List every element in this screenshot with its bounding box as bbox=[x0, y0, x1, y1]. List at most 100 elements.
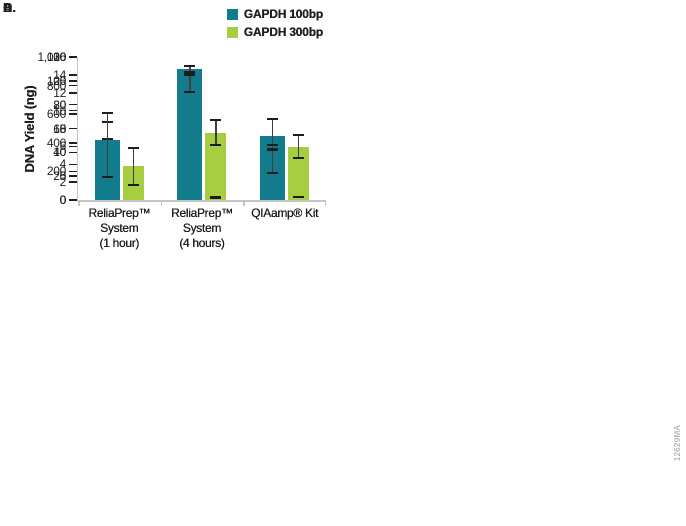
y-tick-mark bbox=[69, 163, 77, 165]
panel-label: C. bbox=[3, 0, 16, 15]
legend: GAPDH 100bp GAPDH 300bp bbox=[226, 7, 323, 39]
x-category-label-line: System bbox=[100, 221, 139, 235]
error-bar-cap-bottom bbox=[210, 144, 222, 147]
y-tick-label: 25 bbox=[53, 73, 66, 88]
panel-label: A. bbox=[3, 0, 16, 15]
legend-label: GAPDH 300bp bbox=[243, 25, 323, 39]
error-bar-line bbox=[297, 134, 300, 159]
error-bar-line bbox=[271, 144, 274, 150]
x-category-label-line: (4 hours) bbox=[179, 236, 225, 250]
y-tick-mark bbox=[69, 109, 77, 112]
error-bar-line bbox=[106, 111, 109, 178]
x-category-label: ReliaPrep™ System (1 hour) bbox=[78, 206, 161, 251]
y-tick-mark bbox=[69, 170, 77, 173]
x-category-label-line: QIAamp® Kit bbox=[251, 206, 319, 220]
legend-entry: GAPDH 300bp bbox=[226, 25, 323, 39]
y-tick-mark bbox=[69, 145, 77, 148]
bar-gapdh-300bp bbox=[288, 134, 310, 200]
y-tick-label: 60 bbox=[53, 121, 66, 136]
bar-group bbox=[78, 57, 161, 200]
error-bar bbox=[210, 195, 222, 200]
error-bar-cap-top bbox=[210, 118, 222, 121]
y-tick-label: 100 bbox=[46, 73, 66, 88]
x-category-label-line: ReliaPrep™ bbox=[88, 206, 151, 220]
error-bar-cap-bottom bbox=[293, 196, 305, 199]
legend-label: GAPDH 300bp bbox=[243, 25, 323, 39]
y-tick-label: 2 bbox=[59, 175, 67, 190]
error-bar-cap-bottom bbox=[210, 197, 222, 200]
y-tick-label: 10 bbox=[53, 145, 66, 160]
y-tick-mark bbox=[69, 56, 77, 58]
y-tick-mark bbox=[69, 127, 77, 130]
panel-label: B. bbox=[3, 0, 16, 15]
y-tick-label: 4 bbox=[59, 157, 67, 172]
error-bar bbox=[293, 134, 305, 159]
x-category-label-line: QIAamp® Kit bbox=[251, 206, 319, 220]
bar-gapdh-300bp bbox=[288, 196, 310, 200]
error-bar bbox=[267, 149, 279, 175]
y-tick-label: 30 bbox=[53, 50, 66, 64]
x-category-label: ReliaPrep™ System (1 hour) bbox=[78, 206, 161, 251]
y-tick-mark bbox=[69, 199, 77, 201]
x-category-label: QIAamp® Kit bbox=[243, 206, 326, 221]
y-tick-label: 80 bbox=[53, 97, 66, 112]
legend: GAPDH 100bp GAPDH 300bp bbox=[226, 7, 323, 39]
error-bar-cap-bottom bbox=[184, 90, 196, 93]
x-axis-tick bbox=[243, 199, 245, 206]
legend-label: GAPDH 100bp bbox=[243, 7, 323, 21]
x-category-label-line: ReliaPrep™ bbox=[88, 206, 151, 220]
figure-id-side-label: 12629MA bbox=[673, 424, 682, 462]
legend-label: GAPDH 100bp bbox=[243, 7, 323, 21]
x-category-label-line: QIAamp® Kit bbox=[251, 206, 319, 220]
error-bar-cap-top bbox=[101, 111, 113, 114]
x-category-label-line: (4 hours) bbox=[179, 236, 225, 250]
error-bar bbox=[210, 118, 222, 147]
panel-label: D. bbox=[3, 0, 16, 15]
bar-group bbox=[161, 57, 244, 200]
bar-gapdh-100bp bbox=[94, 111, 120, 200]
error-bar-cap-top bbox=[267, 149, 279, 152]
error-bar-cap-top bbox=[267, 117, 279, 120]
bar-gapdh-100bp bbox=[177, 73, 203, 200]
x-category-label: QIAamp® Kit bbox=[243, 206, 326, 221]
y-tick-mark bbox=[69, 74, 77, 76]
error-bar-line bbox=[271, 149, 274, 175]
y-tick-mark bbox=[69, 84, 77, 87]
y-tick-label: 0 bbox=[59, 193, 67, 207]
legend-entry: GAPDH 100bp bbox=[226, 7, 323, 21]
y-tick-label: 10 bbox=[53, 103, 66, 118]
x-category-label: ReliaPrep™ System (1 hour) bbox=[78, 206, 161, 251]
y-tick-mark bbox=[69, 103, 77, 106]
error-bar-line bbox=[189, 65, 191, 73]
y-tick-label: 200 bbox=[46, 164, 66, 179]
x-category-label-line: (1 hour) bbox=[99, 236, 140, 250]
y-tick-label: 600 bbox=[46, 107, 66, 122]
x-category-label-line: System bbox=[100, 221, 139, 235]
error-bar bbox=[184, 73, 196, 93]
y-tick-label: 0 bbox=[59, 193, 67, 207]
bar-gapdh-100bp bbox=[260, 149, 286, 200]
x-axis-tick bbox=[78, 199, 80, 206]
x-category-label-line: ReliaPrep™ bbox=[171, 206, 233, 220]
y-tick-label: 20 bbox=[53, 97, 66, 112]
x-category-label: QIAamp® Kit bbox=[243, 206, 326, 221]
error-bar-line bbox=[132, 147, 135, 187]
error-bar-cap-bottom bbox=[293, 156, 305, 159]
x-category-label-line: System bbox=[100, 221, 139, 235]
x-category-label: ReliaPrep™ System (4 hours) bbox=[161, 206, 244, 251]
y-tick-label: 8 bbox=[59, 121, 67, 136]
legend-label: GAPDH 100bp bbox=[243, 7, 323, 21]
x-category-label-line: ReliaPrep™ bbox=[171, 206, 233, 220]
error-bar-cap-bottom bbox=[267, 147, 279, 150]
y-tick-label: 0 bbox=[59, 193, 67, 207]
legend-label: GAPDH 100bp bbox=[243, 7, 323, 21]
bar-gapdh-300bp bbox=[205, 195, 227, 200]
x-category-label-line: (1 hour) bbox=[99, 236, 140, 250]
panel-d: D. GAPDH 100bp GAPDH 300bp DNA Yield (ng) 0 2… bbox=[0, 0, 343, 263]
y-tick-label: 1,000 bbox=[37, 50, 66, 64]
y-tick-label: 800 bbox=[46, 78, 66, 93]
error-bar-cap-top bbox=[210, 195, 222, 198]
x-category-label-line: ReliaPrep™ bbox=[171, 206, 233, 220]
x-category-label-line: QIAamp® Kit bbox=[251, 206, 319, 220]
error-bar-cap-top bbox=[127, 147, 139, 150]
